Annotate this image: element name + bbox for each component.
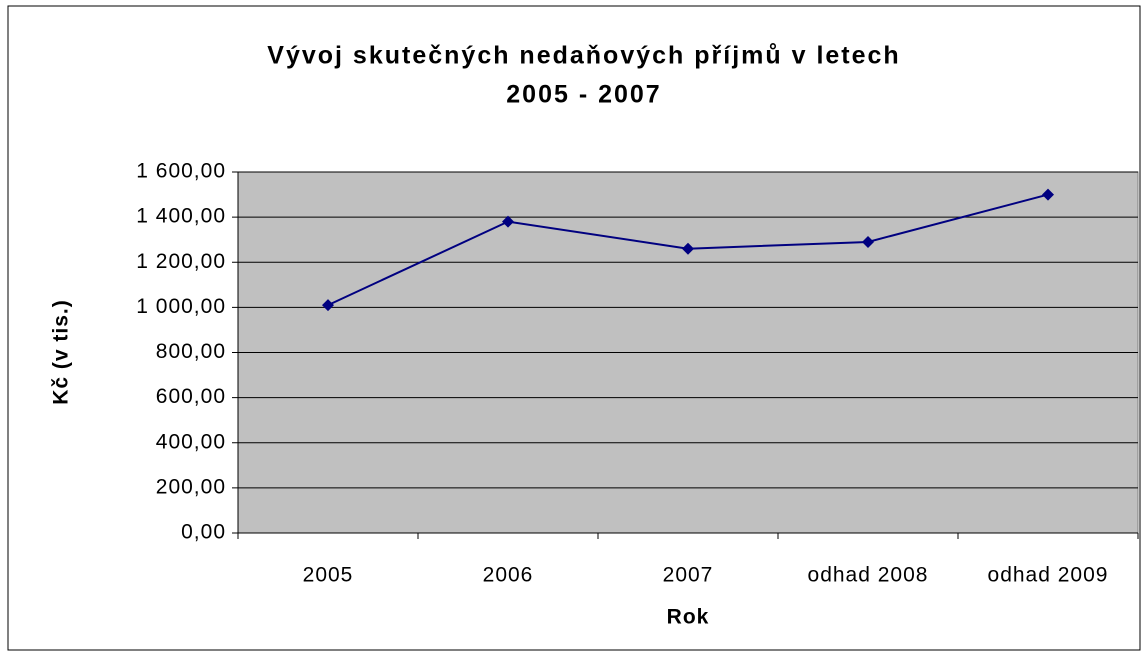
marker [322, 299, 334, 312]
marker [862, 235, 874, 248]
x-axis-title: Rok [667, 606, 710, 629]
y-tick-label: 1 600,00 [136, 160, 226, 183]
x-tick-label: 2007 [663, 564, 714, 587]
y-tick-label: 600,00 [156, 385, 226, 408]
y-tick-label: 400,00 [156, 430, 226, 453]
y-axis-title: Kč (v tis.) [50, 299, 73, 405]
chart-title: Vývoj skutečných nedaňových příjmů v let… [267, 42, 900, 70]
x-tick-label: 2005 [303, 564, 354, 587]
marker [502, 215, 514, 228]
x-tick-label: 2006 [483, 564, 534, 587]
y-tick-label: 800,00 [156, 340, 226, 363]
y-tick-label: 1 000,00 [136, 295, 226, 318]
y-tick-label: 1 200,00 [136, 250, 226, 273]
x-tick-label: odhad 2009 [988, 564, 1109, 587]
chart-title: 2005 - 2007 [506, 81, 661, 109]
marker [682, 242, 694, 255]
y-tick-label: 0,00 [181, 521, 226, 544]
y-tick-label: 1 400,00 [136, 205, 226, 228]
y-tick-label: 200,00 [156, 475, 226, 498]
marker [1042, 188, 1054, 201]
x-tick-label: odhad 2008 [808, 564, 929, 587]
